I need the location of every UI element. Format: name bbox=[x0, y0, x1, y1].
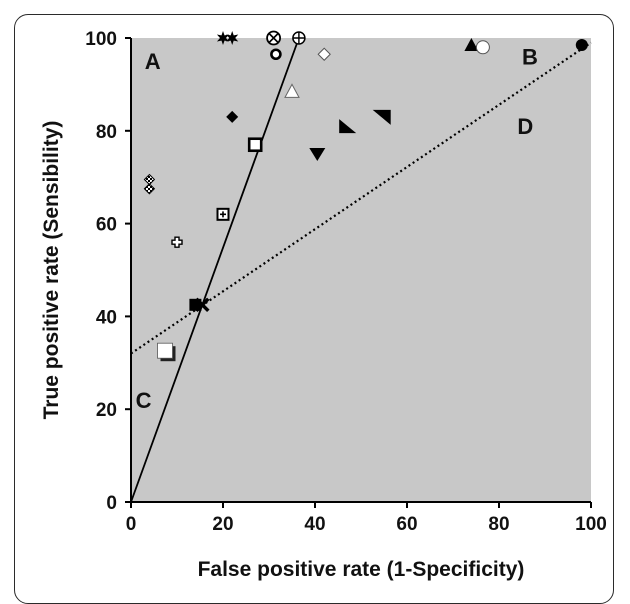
x-tick-label: 40 bbox=[304, 514, 325, 535]
x-tick-label: 20 bbox=[212, 514, 233, 535]
y-tick-label: 100 bbox=[85, 29, 117, 50]
y-tick-label: 80 bbox=[96, 122, 117, 143]
data-point-diamond-open bbox=[317, 47, 331, 61]
data-point-triangle-down-filled bbox=[309, 148, 326, 161]
y-tick-label: 60 bbox=[96, 215, 117, 236]
region-label-b: B bbox=[522, 45, 538, 70]
region-label-d: D bbox=[517, 114, 533, 139]
data-point-triangle-right-angle bbox=[339, 119, 357, 134]
data-point-circle-dot bbox=[270, 48, 282, 61]
data-point-circle-open bbox=[475, 40, 490, 55]
data-point-x-filled bbox=[195, 297, 210, 313]
x-tick-label: 80 bbox=[488, 514, 509, 535]
data-point-triangle-up-filled bbox=[464, 37, 479, 51]
y-axis-title: True positive rate (Sensibility) bbox=[40, 121, 63, 420]
solid-reference-line bbox=[130, 37, 300, 503]
region-label-a: A bbox=[145, 49, 161, 74]
data-point-cross bbox=[171, 236, 183, 248]
x-tick-label: 60 bbox=[396, 514, 417, 535]
x-tick-label: 100 bbox=[575, 514, 607, 535]
x-tick-label: 0 bbox=[126, 514, 137, 535]
data-point-square-open-bold bbox=[247, 137, 263, 153]
y-tick-label: 40 bbox=[96, 307, 117, 328]
data-point-diamond-patterned bbox=[143, 183, 156, 195]
data-point-circle-filled bbox=[575, 38, 588, 51]
data-point-diamond-filled bbox=[226, 110, 239, 123]
data-point-star-filled bbox=[226, 31, 239, 45]
y-tick-label: 20 bbox=[96, 400, 117, 421]
x-axis-title: False positive rate (1-Specificity) bbox=[198, 558, 525, 581]
y-tick-label: 0 bbox=[106, 493, 117, 514]
data-point-circle-x bbox=[266, 30, 282, 46]
data-point-star-filled bbox=[216, 31, 230, 45]
region-label-c: C bbox=[136, 388, 152, 413]
data-point-triangle-down-right-angle bbox=[372, 109, 391, 125]
roc-space-chart: 0 20 40 60 80 100 0 20 40 60 80 100 False positive r… bbox=[40, 29, 607, 581]
data-point-square-shadow bbox=[157, 342, 176, 362]
data-point-circle-plus bbox=[292, 31, 306, 45]
data-point-square-cross bbox=[216, 207, 230, 221]
data-point-triangle-up-open bbox=[284, 83, 300, 98]
plot-area bbox=[131, 38, 591, 502]
